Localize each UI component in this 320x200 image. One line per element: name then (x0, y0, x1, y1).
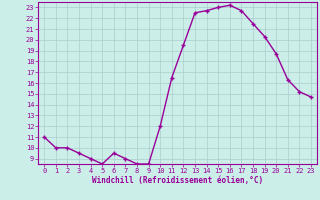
X-axis label: Windchill (Refroidissement éolien,°C): Windchill (Refroidissement éolien,°C) (92, 176, 263, 185)
